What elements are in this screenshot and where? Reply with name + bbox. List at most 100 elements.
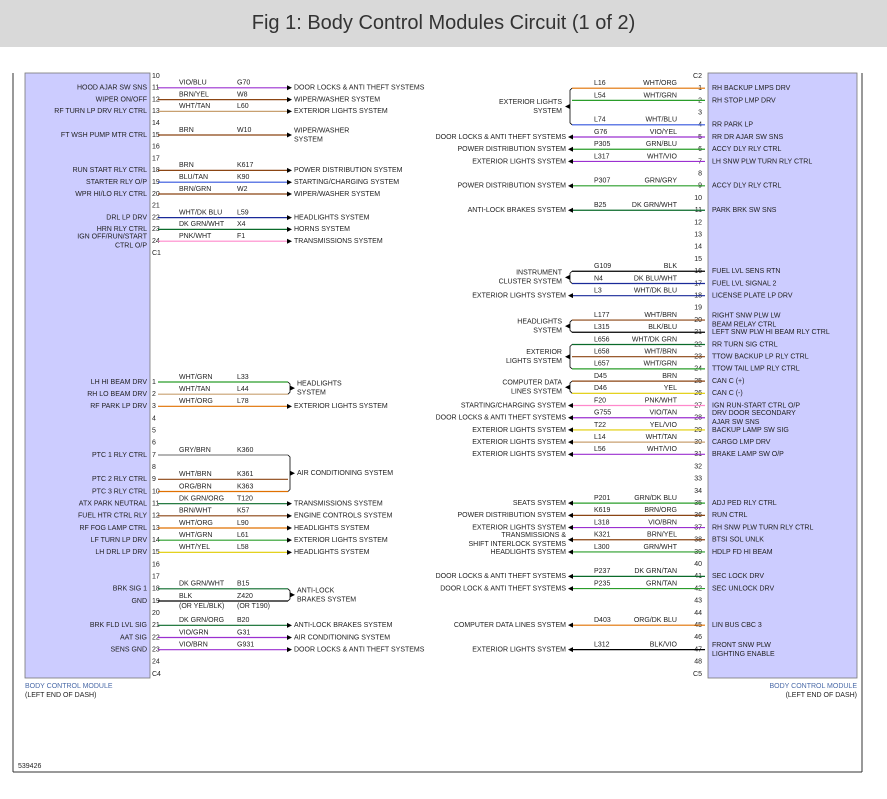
arrowhead (287, 108, 292, 114)
pin: 20 (152, 610, 160, 617)
arrowhead (568, 622, 573, 628)
wire-color: WHT/BRN (644, 312, 677, 319)
module-location: (LEFT END OF DASH) (786, 692, 857, 699)
pin-label: ACCY DLY RLY CTRL (712, 146, 781, 153)
wire-color: BLK (179, 593, 193, 600)
pin-label: BRAKE LAMP SW O/P (712, 451, 784, 458)
destination: STARTING/CHARGING SYSTEM (294, 179, 399, 186)
arrowhead (287, 549, 292, 555)
circuit-id: F1 (237, 233, 245, 240)
pin-label: RF PARK LP DRV (90, 403, 147, 410)
pin: 12 (152, 96, 160, 103)
pin: 48 (694, 659, 702, 666)
arrowhead (287, 132, 292, 138)
wire-color: WHT/ORG (179, 398, 213, 405)
module-name: BODY CONTROL MODULE (769, 683, 857, 690)
pin-label: ACCY DLY RLY CTRL (712, 183, 781, 190)
pin-label: RF FOG LAMP CTRL (79, 525, 147, 532)
circuit-id: L56 (594, 446, 606, 453)
pin: 24 (152, 659, 160, 666)
destination: TRANSMISSIONS & (501, 532, 566, 539)
destination: POWER DISTRIBUTION SYSTEM (457, 183, 566, 190)
arrowhead (568, 293, 573, 299)
circuit-id: Z420 (237, 593, 253, 600)
pin-label: CAN C (-) (712, 390, 743, 397)
wire-color: DK GRN/WHT (179, 221, 225, 228)
pin: 10 (152, 73, 160, 80)
pin-label: LIN BUS CBC 3 (712, 622, 762, 629)
wire-color: DK GRN/WHT (632, 202, 678, 209)
pin-label: ADJ PED RLY CTRL (712, 500, 777, 507)
arrowhead (568, 573, 573, 579)
circuit-id: L656 (594, 336, 610, 343)
destination: STARTING/CHARGING SYSTEM (461, 402, 566, 409)
pin-label: RR PARK LP (712, 122, 753, 129)
pin-label: TTOW TAIL LMP RLY CTRL (712, 366, 800, 373)
circuit-id: W2 (237, 186, 248, 193)
circuit-id: L657 (594, 361, 610, 368)
circuit-id: P201 (594, 495, 610, 502)
wire-color: WHT/GRN (644, 361, 677, 368)
wire-color: WHT/BLU (646, 117, 678, 124)
module-name: BODY CONTROL MODULE (25, 683, 113, 690)
wire-color: WHT/DK BLU (634, 288, 677, 295)
arrowhead (565, 354, 570, 360)
destination: POWER DISTRIBUTION SYSTEM (457, 146, 566, 153)
wire-color: BRN (179, 162, 194, 169)
circuit-id: L317 (594, 153, 610, 160)
destination: HEADLIGHTS SYSTEM (294, 214, 370, 221)
pin: 8 (152, 464, 156, 471)
destination: DOOR LOCK & ANTI THEFT SYSTEMS (440, 585, 566, 592)
wire-color: ORG/DK BLU (634, 617, 677, 624)
pin-label: RF TURN LP DRV RLY CTRL (54, 108, 147, 115)
arrowhead (287, 215, 292, 221)
wire-color: WHT/DK BLU (179, 209, 222, 216)
wire-color: YEL (664, 385, 677, 392)
pin: 16 (152, 561, 160, 568)
wire-color: WHT/VIO (647, 153, 677, 160)
pin: 24 (152, 238, 160, 245)
pin: 8 (698, 170, 702, 177)
pin-label: CAN C (+) (712, 378, 744, 385)
destination: EXTERIOR LIGHTS SYSTEM (294, 108, 388, 115)
pin: 5 (152, 428, 156, 435)
connector: C2 (693, 73, 702, 80)
wire-color: BRN (179, 127, 194, 134)
destination: ANTI-LOCK BRAKES SYSTEM (294, 622, 393, 629)
circuit-id: L58 (237, 544, 249, 551)
arrowhead (287, 403, 292, 409)
pin: 46 (694, 634, 702, 641)
pin-label: RIGHT SNW PLW LW (712, 312, 781, 319)
circuit-id: L61 (237, 532, 249, 539)
pin-label: WPR HI/LO RLY CTRL (75, 191, 147, 198)
wire-color: WHT/GRN (179, 374, 212, 381)
destination: EXTERIOR LIGHTS SYSTEM (294, 403, 388, 410)
pin-label: RUN CTRL (712, 512, 747, 519)
pin-label: RR TURN SIG CTRL (712, 341, 778, 348)
circuit-id: K321 (594, 532, 610, 539)
wire-color: ORG/BRN (179, 483, 212, 490)
arrowhead (568, 512, 573, 518)
pin-label: PARK BRK SW SNS (712, 207, 777, 214)
wire-color: PNK/WHT (179, 233, 212, 240)
wire-color: WHT/ORG (643, 80, 677, 87)
destination: HORNS SYSTEM (294, 226, 350, 233)
pin-label: FRONT SNW PLW (712, 642, 771, 649)
destination: HEADLIGHTS SYSTEM (294, 549, 370, 556)
wire-color: WHT/TAN (179, 103, 210, 110)
pin-label: GND (131, 598, 147, 605)
arrowhead (568, 586, 573, 592)
pin: 2 (152, 391, 156, 398)
circuit-id: K90 (237, 174, 250, 181)
bracket (569, 270, 573, 284)
right-module (707, 72, 858, 679)
destination: CLUSTER SYSTEM (499, 279, 563, 286)
pin-label: FUEL LVL SENS RTN (712, 268, 780, 275)
arrowhead (287, 167, 292, 173)
arrowhead (287, 622, 292, 628)
destination: BRAKES SYSTEM (297, 596, 356, 603)
pin-label: HRN RLY CTRL (97, 226, 147, 233)
pin-label: WIPER ON/OFF (96, 96, 147, 103)
circuit-id: L16 (594, 80, 606, 87)
